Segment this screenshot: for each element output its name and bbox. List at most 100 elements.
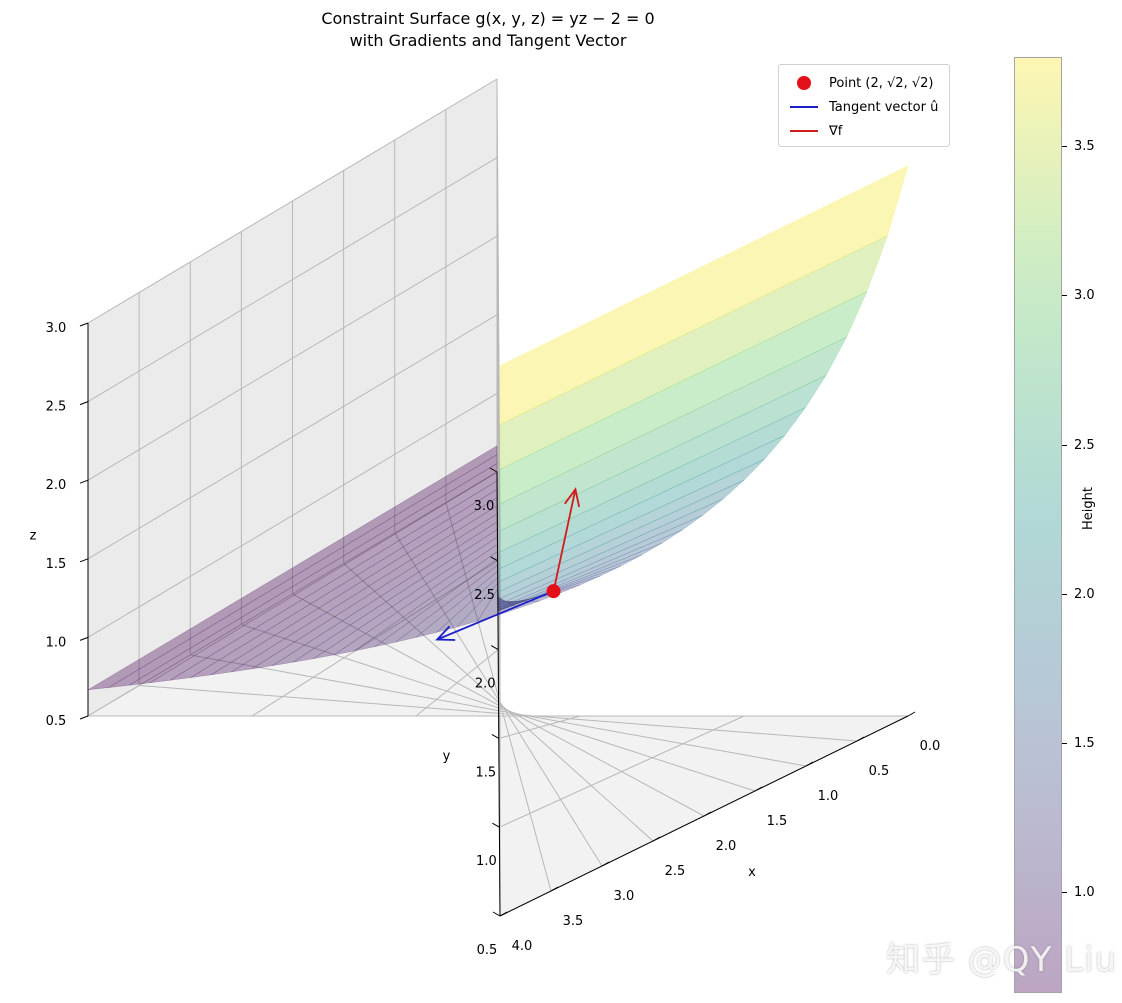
y-tick-label: 2.5 xyxy=(474,588,495,603)
z-tick xyxy=(79,636,89,641)
surface-patch xyxy=(498,565,622,611)
y-tick xyxy=(492,911,501,917)
z-tick xyxy=(79,558,89,563)
legend: Point (2, √2, √2) Tangent vector û ∇f xyxy=(778,64,950,147)
z-tick xyxy=(79,715,89,720)
y-tick-label: 0.5 xyxy=(477,943,498,958)
surface-patch xyxy=(498,575,601,610)
legend-label-point: Point (2, √2, √2) xyxy=(829,75,934,91)
grid-line-z xyxy=(496,314,501,759)
y-tick xyxy=(492,822,500,828)
title-line-2: with Gradients and Tangent Vector xyxy=(349,31,627,50)
z-tick-label: 2.0 xyxy=(46,478,67,493)
x-tick xyxy=(601,861,610,867)
grid-line-z xyxy=(87,78,498,324)
colorbar-label: Height xyxy=(1081,487,1096,530)
surface-patch xyxy=(498,593,560,605)
x-tick-label: 1.0 xyxy=(818,789,839,804)
x-tick xyxy=(550,886,559,892)
grid-line-z xyxy=(496,78,501,524)
tangent-vector xyxy=(436,590,554,641)
x-tick xyxy=(805,761,814,767)
x-tick-label: 0.0 xyxy=(920,739,941,754)
surface-patch xyxy=(436,576,499,633)
colorbar-tick-label: 1.5 xyxy=(1074,735,1095,751)
z-tick-label: 0.5 xyxy=(46,714,67,729)
tangent-vector-head xyxy=(435,625,456,641)
x-tick xyxy=(499,911,508,917)
grid-line-y xyxy=(499,715,745,828)
constraint-point xyxy=(546,584,561,599)
colorbar-tick: 2.5 xyxy=(1062,438,1122,454)
grid-line-z xyxy=(87,157,498,403)
tick-marks: 0.0 0.5 1.0 1.5 2.0 2.5 3.0 3.5 4.0 0.5 1.0 1.5 2.0 2… xyxy=(30,321,941,958)
x-tick xyxy=(652,836,661,842)
surface-patch xyxy=(498,584,581,608)
surface-patch xyxy=(499,435,786,582)
surface-patch xyxy=(499,479,745,600)
z-tick-label: 1.5 xyxy=(46,557,67,572)
x-tick xyxy=(754,786,763,792)
z-tick-label: 2.5 xyxy=(46,400,67,415)
surface-patch xyxy=(498,554,642,612)
grid-line-z xyxy=(87,314,498,560)
x-tick-label: 0.5 xyxy=(869,764,890,779)
grid-line-z xyxy=(87,392,498,638)
legend-item-gradient: ∇f xyxy=(789,121,842,141)
surface-patch xyxy=(87,445,498,691)
gradient-vector-head xyxy=(564,487,581,508)
colorbar-tick-label: 2.5 xyxy=(1074,437,1095,453)
colorbar: 1.0 1.5 2.0 2.5 3.0 3.5 xyxy=(1014,57,1095,993)
surface-patch xyxy=(456,582,499,628)
y-tick-label: 2.0 xyxy=(475,677,496,692)
surface-patch xyxy=(499,165,909,425)
z-tick-label: 3.0 xyxy=(46,321,67,336)
colorbar-tick-label: 1.0 xyxy=(1074,884,1095,900)
surface-patch xyxy=(499,235,888,470)
gradient-vector xyxy=(552,489,577,592)
constraint-surface xyxy=(87,165,909,691)
x-tick-label: 2.0 xyxy=(716,839,737,854)
grid-line-z xyxy=(87,235,498,481)
y-tick-label: 3.0 xyxy=(474,499,495,514)
watermark: 知乎 @QY Liu xyxy=(886,940,1118,980)
surface-patch xyxy=(499,336,848,532)
colorbar-tick-label: 3.0 xyxy=(1074,288,1095,304)
surface-patch xyxy=(499,374,827,553)
y-tick xyxy=(490,645,499,651)
legend-label-tangent: Tangent vector û xyxy=(829,99,939,115)
y-tick-label: 1.0 xyxy=(476,854,497,869)
colorbar-gradient xyxy=(1014,57,1062,993)
colorbar-tick: 3.5 xyxy=(1062,139,1122,155)
z-tick xyxy=(79,479,89,484)
colorbar-tick: 3.0 xyxy=(1062,288,1122,304)
surface-patch xyxy=(499,291,868,505)
grid-line-y xyxy=(498,715,581,739)
grid-line-z xyxy=(87,471,498,717)
surface-patch xyxy=(499,407,806,570)
colorbar-tick-label: 2.0 xyxy=(1074,586,1095,602)
y-axis-line xyxy=(496,471,501,917)
y-axis-label: y xyxy=(443,749,451,764)
y-tick xyxy=(491,733,500,739)
z-tick xyxy=(79,322,89,327)
grid-line-z xyxy=(496,393,501,838)
z-tick-label: 1.0 xyxy=(46,635,67,650)
grid-line-x xyxy=(139,685,858,742)
legend-tangent-line xyxy=(790,106,818,108)
colorbar-tick: 1.5 xyxy=(1062,736,1122,752)
x-tick xyxy=(703,811,712,817)
surface-patch xyxy=(415,570,499,638)
x-tick-label: 3.0 xyxy=(614,889,635,904)
surface-patch xyxy=(498,514,704,609)
colorbar-tick: 1.0 xyxy=(1062,885,1122,901)
surface-patch xyxy=(108,454,498,688)
colorbar-tick: 2.0 xyxy=(1062,587,1122,603)
x-tick-label: 4.0 xyxy=(512,939,533,954)
y-tick-label: 1.5 xyxy=(475,765,496,780)
legend-item-point: Point (2, √2, √2) xyxy=(789,73,933,93)
plot-3d: 0.0 0.5 1.0 1.5 2.0 2.5 3.0 3.5 4.0 0.5 1.0 1.5 2.0 2… xyxy=(30,78,941,958)
chart-title: Constraint Surface g(x, y, z) = yz − 2 =… xyxy=(240,8,736,52)
z-axis-label: z xyxy=(30,529,37,544)
z-tick xyxy=(79,401,89,406)
